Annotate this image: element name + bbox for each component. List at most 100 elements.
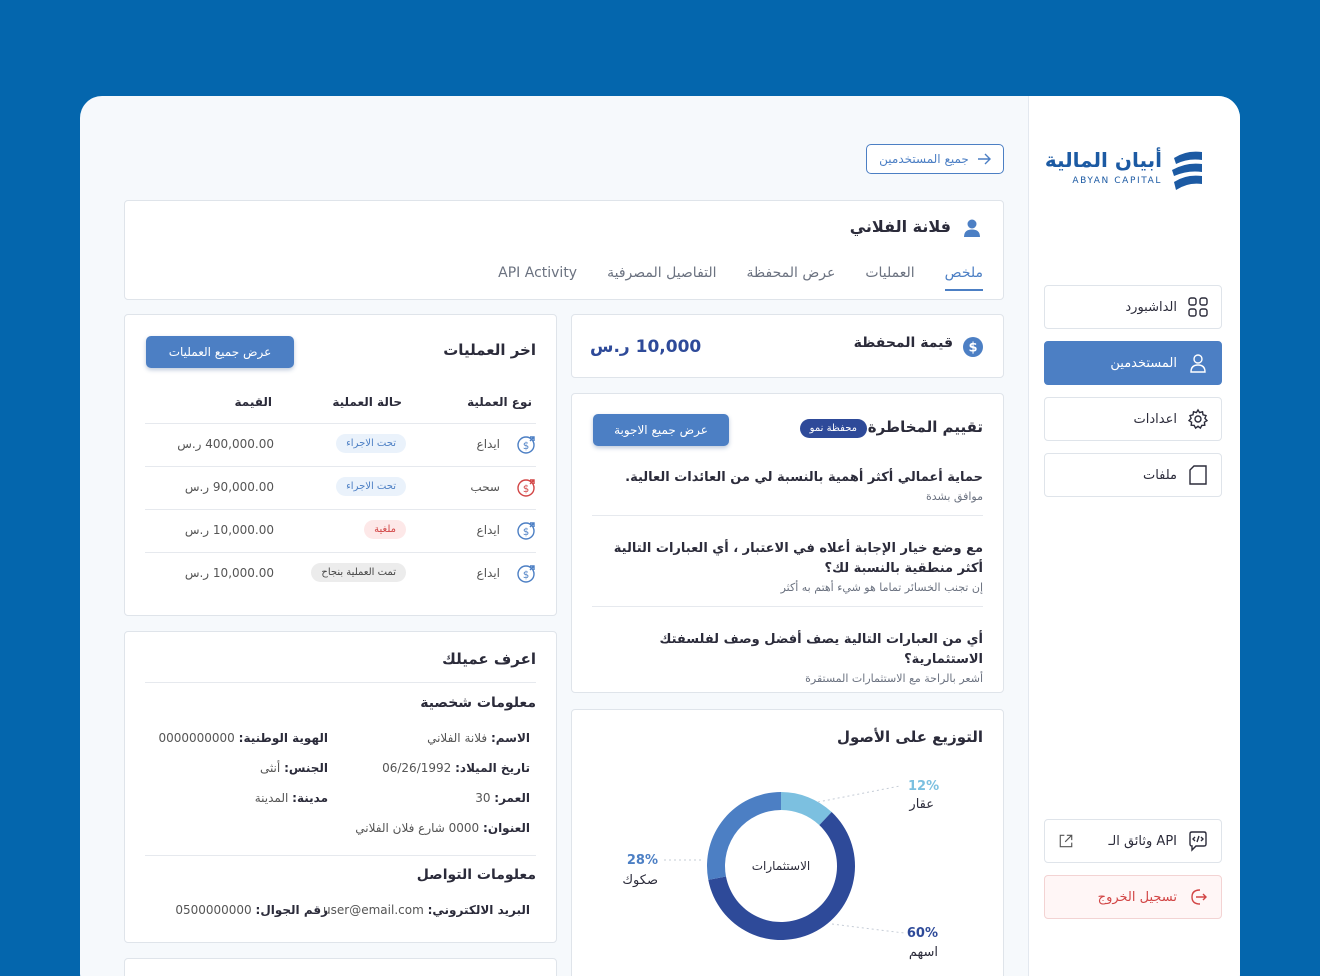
view-all-transactions-button[interactable]: عرض جميع العمليات: [146, 336, 294, 368]
logout-icon: [1191, 889, 1207, 905]
sidebar-item-label: اعدادات: [1133, 411, 1177, 427]
kyc-field: العنوان: 0000 شارع فلان الفلاني: [355, 821, 530, 835]
kyc-field: الاسم: فلانة الفلاني: [427, 731, 530, 745]
kyc-field: العمر: 30: [475, 791, 530, 805]
gear-icon: [1187, 408, 1209, 430]
transactions-title: اخر العمليات: [443, 341, 536, 359]
row-value: 400,000.00 ر.س: [177, 437, 274, 451]
allocation-card: التوزيع على الأصول الاستثمارات 12% عقار 28%…: [571, 709, 1004, 976]
app-window: أبيان المالية ABYAN CAPITAL الداشبورد ال…: [80, 96, 1240, 976]
answer: أشعر بالراحة مع الاستثمارات المستقرة: [805, 672, 983, 685]
allocation-donut-chart: الاستثمارات 12% عقار 28% صكوك 60% اسهم: [622, 779, 939, 960]
view-all-answers-button[interactable]: عرض جميع الاجوبة: [593, 414, 729, 446]
sidebar-item-files[interactable]: ملفات: [1044, 453, 1222, 497]
answer: موافق بشدة: [926, 490, 983, 503]
row-type: ايداع: [476, 437, 500, 451]
user-icon: [1190, 354, 1206, 373]
row-type: ايداع: [476, 566, 500, 580]
status-badge: تمت العملية بنجاح: [311, 563, 406, 582]
code-chat-icon: [1189, 831, 1207, 852]
row-type: ايداع: [476, 523, 500, 537]
sidebar: أبيان المالية ABYAN CAPITAL الداشبورد ال…: [1028, 96, 1240, 976]
tab-api-activity[interactable]: API Activity: [498, 265, 578, 281]
svg-text:$: $: [523, 570, 529, 581]
allocation-title: التوزيع على الأصول: [836, 728, 983, 746]
deposit-icon: $: [517, 436, 535, 454]
brand-logo[interactable]: أبيان المالية ABYAN CAPITAL: [1045, 146, 1204, 194]
tab-portfolio[interactable]: عرض المحفظة: [746, 265, 836, 281]
portfolio-value-card: $ قيمة المحفظة 10,000 ر.س: [571, 314, 1004, 378]
api-docs-label: وثائق الـ API: [1108, 833, 1177, 849]
dollar-icon: $: [963, 337, 983, 357]
row-value: 10,000.00 ر.س: [184, 566, 274, 580]
sidebar-item-users[interactable]: المستخدمين: [1044, 341, 1222, 385]
risk-badge: محفظة نمو: [799, 419, 867, 438]
status-badge: ملغية: [364, 520, 406, 539]
tab-summary[interactable]: ملخص: [944, 265, 983, 291]
question: حماية أعمالي أكثر أهمية بالنسبة لي من ال…: [625, 470, 983, 485]
kyc-title: اعرف عميلك: [442, 650, 536, 668]
tab-operations[interactable]: العمليات: [865, 265, 915, 281]
kyc-field: رقم الجوال: 0500000000: [175, 903, 328, 917]
logout-label: تسجيل الخروج: [1097, 889, 1177, 905]
tab-bank-details[interactable]: التفاصيل المصرفية: [607, 265, 717, 281]
personal-info-title: معلومات شخصية: [420, 695, 536, 711]
kyc-field: البريد الالكتروني: user@email.com: [323, 903, 530, 917]
slice-category-label: عقار: [908, 797, 934, 812]
column-value: القيمة: [234, 395, 272, 409]
sidebar-item-label: ملفات: [1142, 467, 1177, 483]
table-row[interactable]: $ ايداع ملغية 10,000.00 ر.س: [145, 509, 536, 552]
table-row[interactable]: $ ايداع تحت الاجراء 400,000.00 ر.س: [145, 423, 536, 466]
slice-category-label: اسهم: [909, 945, 938, 960]
status-badge: تحت الاجراء: [336, 477, 406, 496]
table-row[interactable]: $ ايداع تمت العملية بنجاح 10,000.00 ر.س: [145, 552, 536, 595]
slice-percent-label: 12%: [908, 779, 939, 794]
all-users-label: جميع المستخدمين: [879, 152, 969, 166]
donut-slice-2[interactable]: [708, 812, 855, 940]
portfolio-value: 10,000 ر.س: [590, 337, 702, 357]
kyc-field: مدينة: المدينة: [254, 791, 328, 805]
donut-slice-0[interactable]: [781, 792, 832, 826]
question: مع وضع خيار الإجابة أعلاه في الاعتبار ، …: [613, 541, 983, 576]
sidebar-item-label: الداشبورد: [1125, 299, 1177, 315]
column-type: نوع العملية: [467, 395, 532, 409]
deposit-icon: $: [517, 522, 535, 540]
row-type: سحب: [470, 480, 500, 494]
profile-name: فلانة الفلاني: [849, 217, 951, 236]
donut-slice-1[interactable]: [707, 792, 781, 880]
transactions-table: $ ايداع تحت الاجراء 400,000.00 ر.س $ سحب…: [145, 423, 536, 595]
question: أي من العبارات التالية يصف أفضل وصف لفلس…: [659, 632, 983, 667]
leader-line: [817, 785, 901, 803]
svg-text:$: $: [523, 527, 529, 538]
deposit-icon: $: [517, 565, 535, 583]
brand-mark-icon: [1172, 151, 1202, 190]
kyc-field: تاريخ الميلاد: 06/26/1992: [382, 761, 530, 775]
slice-percent-label: 60%: [907, 926, 938, 941]
logout-button[interactable]: تسجيل الخروج: [1044, 875, 1222, 919]
profile-tabs: ملخص العمليات عرض المحفظة التفاصيل المصر…: [498, 265, 983, 291]
sidebar-item-settings[interactable]: اعدادات: [1044, 397, 1222, 441]
next-card: [124, 958, 557, 976]
profile-card: فلانة الفلاني ملخص العمليات عرض المحفظة …: [124, 200, 1004, 300]
svg-text:$: $: [523, 484, 529, 495]
kyc-field: الهوية الوطنية: 0000000000: [158, 731, 328, 745]
api-docs-link[interactable]: وثائق الـ API: [1044, 819, 1222, 863]
file-icon: [1189, 465, 1207, 485]
arrow-right-icon: [977, 153, 991, 165]
kyc-card: اعرف عميلك معلومات شخصية الاسم: فلانة ال…: [124, 631, 557, 943]
divider: [145, 855, 536, 856]
table-header: نوع العملية حالة العملية القيمة: [145, 395, 536, 423]
brand-name-ar: أبيان المالية: [1044, 148, 1162, 172]
table-row[interactable]: $ سحب تحت الاجراء 90,000.00 ر.س: [145, 466, 536, 509]
row-value: 90,000.00 ر.س: [184, 480, 274, 494]
donut-center-label: الاستثمارات: [752, 859, 811, 874]
sidebar-item-dashboard[interactable]: الداشبورد: [1044, 285, 1222, 329]
brand-name-en: ABYAN CAPITAL: [1072, 176, 1162, 186]
portfolio-label: قيمة المحفظة: [853, 335, 953, 351]
qa-item: حماية أعمالي أكثر أهمية بالنسبة لي من ال…: [592, 468, 983, 516]
contact-info-title: معلومات التواصل: [416, 867, 536, 883]
qa-item: أي من العبارات التالية يصف أفضل وصف لفلس…: [592, 630, 983, 685]
column-status: حالة العملية: [332, 395, 402, 409]
all-users-button[interactable]: جميع المستخدمين: [866, 144, 1004, 174]
transactions-card: اخر العمليات عرض جميع العمليات نوع العمل…: [124, 314, 557, 616]
